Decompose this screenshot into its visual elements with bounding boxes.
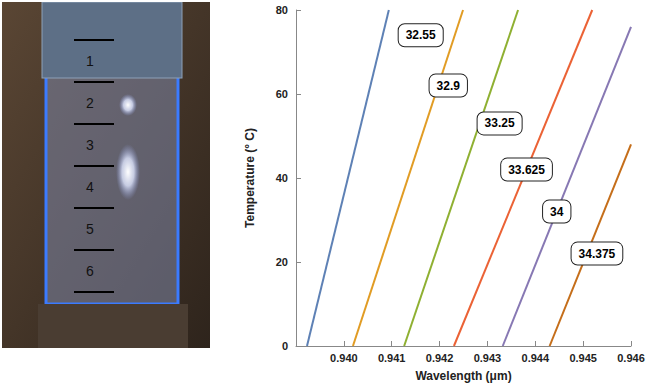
svg-text:33.625: 33.625 (508, 163, 545, 177)
svg-text:34.375: 34.375 (579, 247, 616, 261)
svg-text:60: 60 (276, 88, 288, 100)
svg-text:6: 6 (86, 263, 94, 279)
svg-text:5: 5 (86, 221, 94, 237)
svg-text:3: 3 (86, 137, 94, 153)
svg-text:33.25: 33.25 (485, 116, 515, 130)
svg-text:0.942: 0.942 (426, 352, 454, 364)
svg-text:32.9: 32.9 (437, 79, 461, 93)
svg-text:80: 80 (276, 4, 288, 16)
svg-text:0.946: 0.946 (617, 352, 645, 364)
svg-text:2: 2 (86, 95, 94, 111)
svg-text:0: 0 (282, 340, 288, 352)
svg-text:0.941: 0.941 (378, 352, 406, 364)
svg-text:20: 20 (276, 256, 288, 268)
svg-text:34: 34 (550, 205, 564, 219)
svg-text:0.940: 0.940 (330, 352, 358, 364)
svg-text:0.944: 0.944 (522, 352, 550, 364)
svg-text:4: 4 (86, 179, 94, 195)
svg-text:40: 40 (276, 172, 288, 184)
svg-text:0.943: 0.943 (474, 352, 502, 364)
svg-text:Temperature (° C): Temperature (° C) (243, 128, 257, 228)
svg-text:1: 1 (86, 53, 94, 69)
svg-text:32.55: 32.55 (406, 28, 436, 42)
svg-text:Wavelength (μm): Wavelength (μm) (415, 369, 511, 383)
svg-text:0.945: 0.945 (569, 352, 597, 364)
